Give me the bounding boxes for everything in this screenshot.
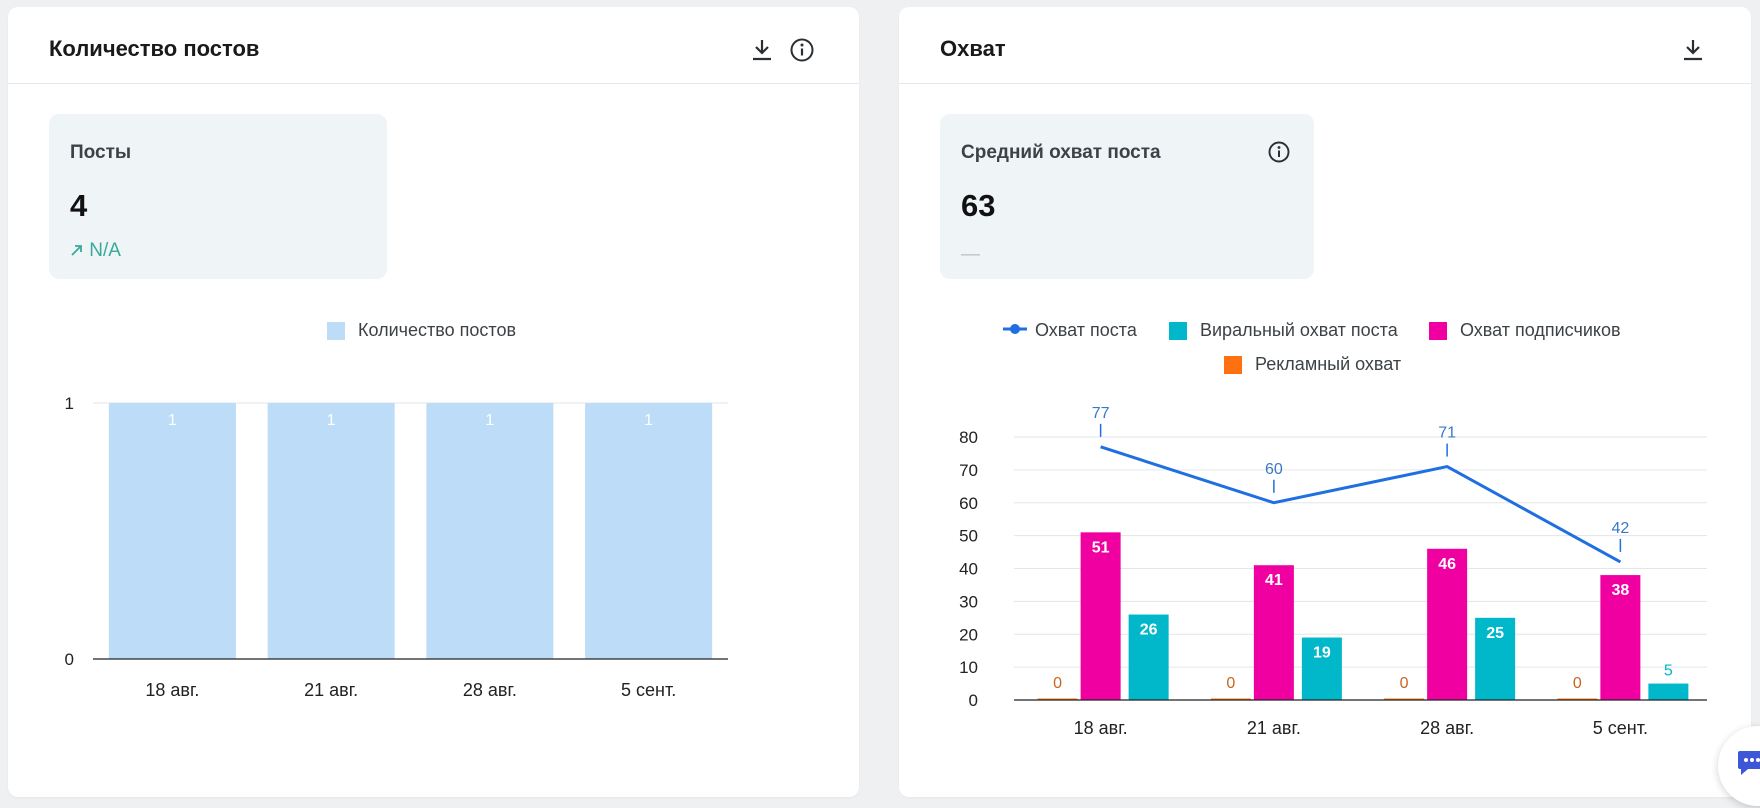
bar-value-label: 0	[1400, 675, 1409, 692]
card-header: Охват	[899, 7, 1751, 84]
posts-count-card: Количество постов Посты 4 N/A Количество…	[8, 7, 859, 797]
y-tick-label: 50	[959, 527, 978, 546]
bar-value-label: 0	[1226, 675, 1235, 692]
line-value-label: 77	[1092, 405, 1110, 422]
legend-swatch-line	[1003, 324, 1027, 334]
bar-ads	[1557, 698, 1598, 700]
bar	[108, 403, 236, 659]
kpi-value: 4	[70, 188, 88, 223]
x-tick-label: 5 сент.	[621, 680, 676, 700]
kpi-delta: N/A	[70, 240, 121, 262]
bar-ads	[1037, 698, 1078, 700]
bar-subscribers	[1427, 548, 1468, 700]
bar-viral	[1475, 617, 1516, 700]
legend-swatch-ads	[1224, 356, 1242, 374]
chat-icon	[1738, 751, 1760, 775]
y-tick-label: 1	[65, 394, 74, 413]
bar-value-label: 0	[1053, 675, 1062, 692]
line-value-label: 60	[1265, 461, 1283, 478]
y-tick-label: 0	[969, 691, 978, 710]
x-tick-label: 18 авг.	[145, 680, 199, 700]
bar-value-label: 1	[644, 412, 653, 429]
y-tick-label: 40	[959, 560, 978, 579]
info-icon[interactable]	[789, 37, 815, 63]
kpi-delta: —	[961, 244, 980, 265]
bar-value-label: 19	[1313, 645, 1331, 662]
y-tick-label: 0	[65, 650, 74, 669]
bar-viral	[1128, 614, 1169, 700]
bar-subscribers	[1600, 575, 1641, 700]
x-tick-label: 28 авг.	[1420, 718, 1474, 738]
kpi-delta-text: N/A	[89, 240, 121, 261]
y-tick-label: 10	[959, 658, 978, 677]
bar-viral	[1301, 637, 1342, 700]
legend-swatch-viral	[1169, 322, 1187, 340]
bar-value-label: 25	[1486, 625, 1504, 642]
x-tick-label: 21 авг.	[304, 680, 358, 700]
card-header: Количество постов	[8, 7, 859, 84]
legend-label-post-reach[interactable]: Охват поста	[1035, 320, 1137, 340]
posts-bar-chart: 0 1 1 18 авг. 1 21 авг. 1 28 авг. 1 5 сент.	[65, 394, 728, 700]
line-value-label: 42	[1611, 520, 1629, 537]
download-icon[interactable]	[1680, 37, 1706, 63]
bar-value-label: 46	[1438, 556, 1456, 573]
y-tick-label: 80	[959, 428, 978, 447]
legend-label-ad-reach[interactable]: Рекламный охват	[1255, 354, 1402, 374]
bar-viral	[1648, 683, 1689, 700]
kpi-label: Посты	[70, 142, 132, 163]
legend-swatch-posts	[327, 322, 345, 340]
card-title: Количество постов	[49, 36, 260, 61]
bar-value-label: 1	[485, 412, 494, 429]
download-icon[interactable]	[749, 37, 775, 63]
bar-value-label: 41	[1265, 572, 1283, 589]
bar-subscribers	[1080, 532, 1121, 700]
legend-label-subscriber-reach[interactable]: Охват подписчиков	[1460, 320, 1621, 340]
bar	[585, 403, 713, 659]
bar-value-label: 51	[1092, 539, 1110, 556]
kpi-posts: Посты 4 N/A	[49, 114, 387, 279]
bar-ads	[1210, 698, 1251, 700]
x-tick-label: 21 авг.	[1247, 718, 1301, 738]
bar-value-label: 5	[1664, 663, 1673, 680]
bar-value-label: 1	[168, 412, 177, 429]
bar	[267, 403, 395, 659]
x-tick-label: 28 авг.	[463, 680, 517, 700]
bar-ads	[1384, 698, 1425, 700]
legend-label-viral-reach[interactable]: Виральный охват поста	[1200, 320, 1398, 340]
kpi-label: Средний охват поста	[961, 142, 1161, 163]
bar	[426, 403, 554, 659]
line-value-label: 71	[1438, 425, 1456, 442]
bar-value-label: 26	[1140, 622, 1158, 639]
bar-subscribers	[1253, 565, 1294, 700]
trend-up-icon	[71, 245, 82, 256]
legend-swatch-subscribers	[1429, 322, 1447, 340]
kpi-value: 63	[961, 188, 996, 223]
kpi-avg-reach: Средний охват поста 63 —	[940, 114, 1314, 279]
bar-value-label: 0	[1573, 675, 1582, 692]
card-title: Охват	[940, 36, 1006, 61]
x-tick-label: 5 сент.	[1593, 718, 1648, 738]
y-tick-label: 20	[959, 625, 978, 644]
y-tick-label: 60	[959, 494, 978, 513]
bar-value-label: 38	[1611, 582, 1629, 599]
legend-label-posts[interactable]: Количество постов	[358, 320, 517, 340]
line-post-reach	[1100, 445, 1622, 564]
bar-value-label: 1	[327, 412, 336, 429]
reach-card: Охват Средний охват поста 63 — Охват пос…	[899, 7, 1751, 797]
info-icon[interactable]	[1267, 140, 1291, 164]
y-tick-label: 70	[959, 461, 978, 480]
x-tick-label: 18 авг.	[1074, 718, 1128, 738]
y-tick-label: 30	[959, 592, 978, 611]
